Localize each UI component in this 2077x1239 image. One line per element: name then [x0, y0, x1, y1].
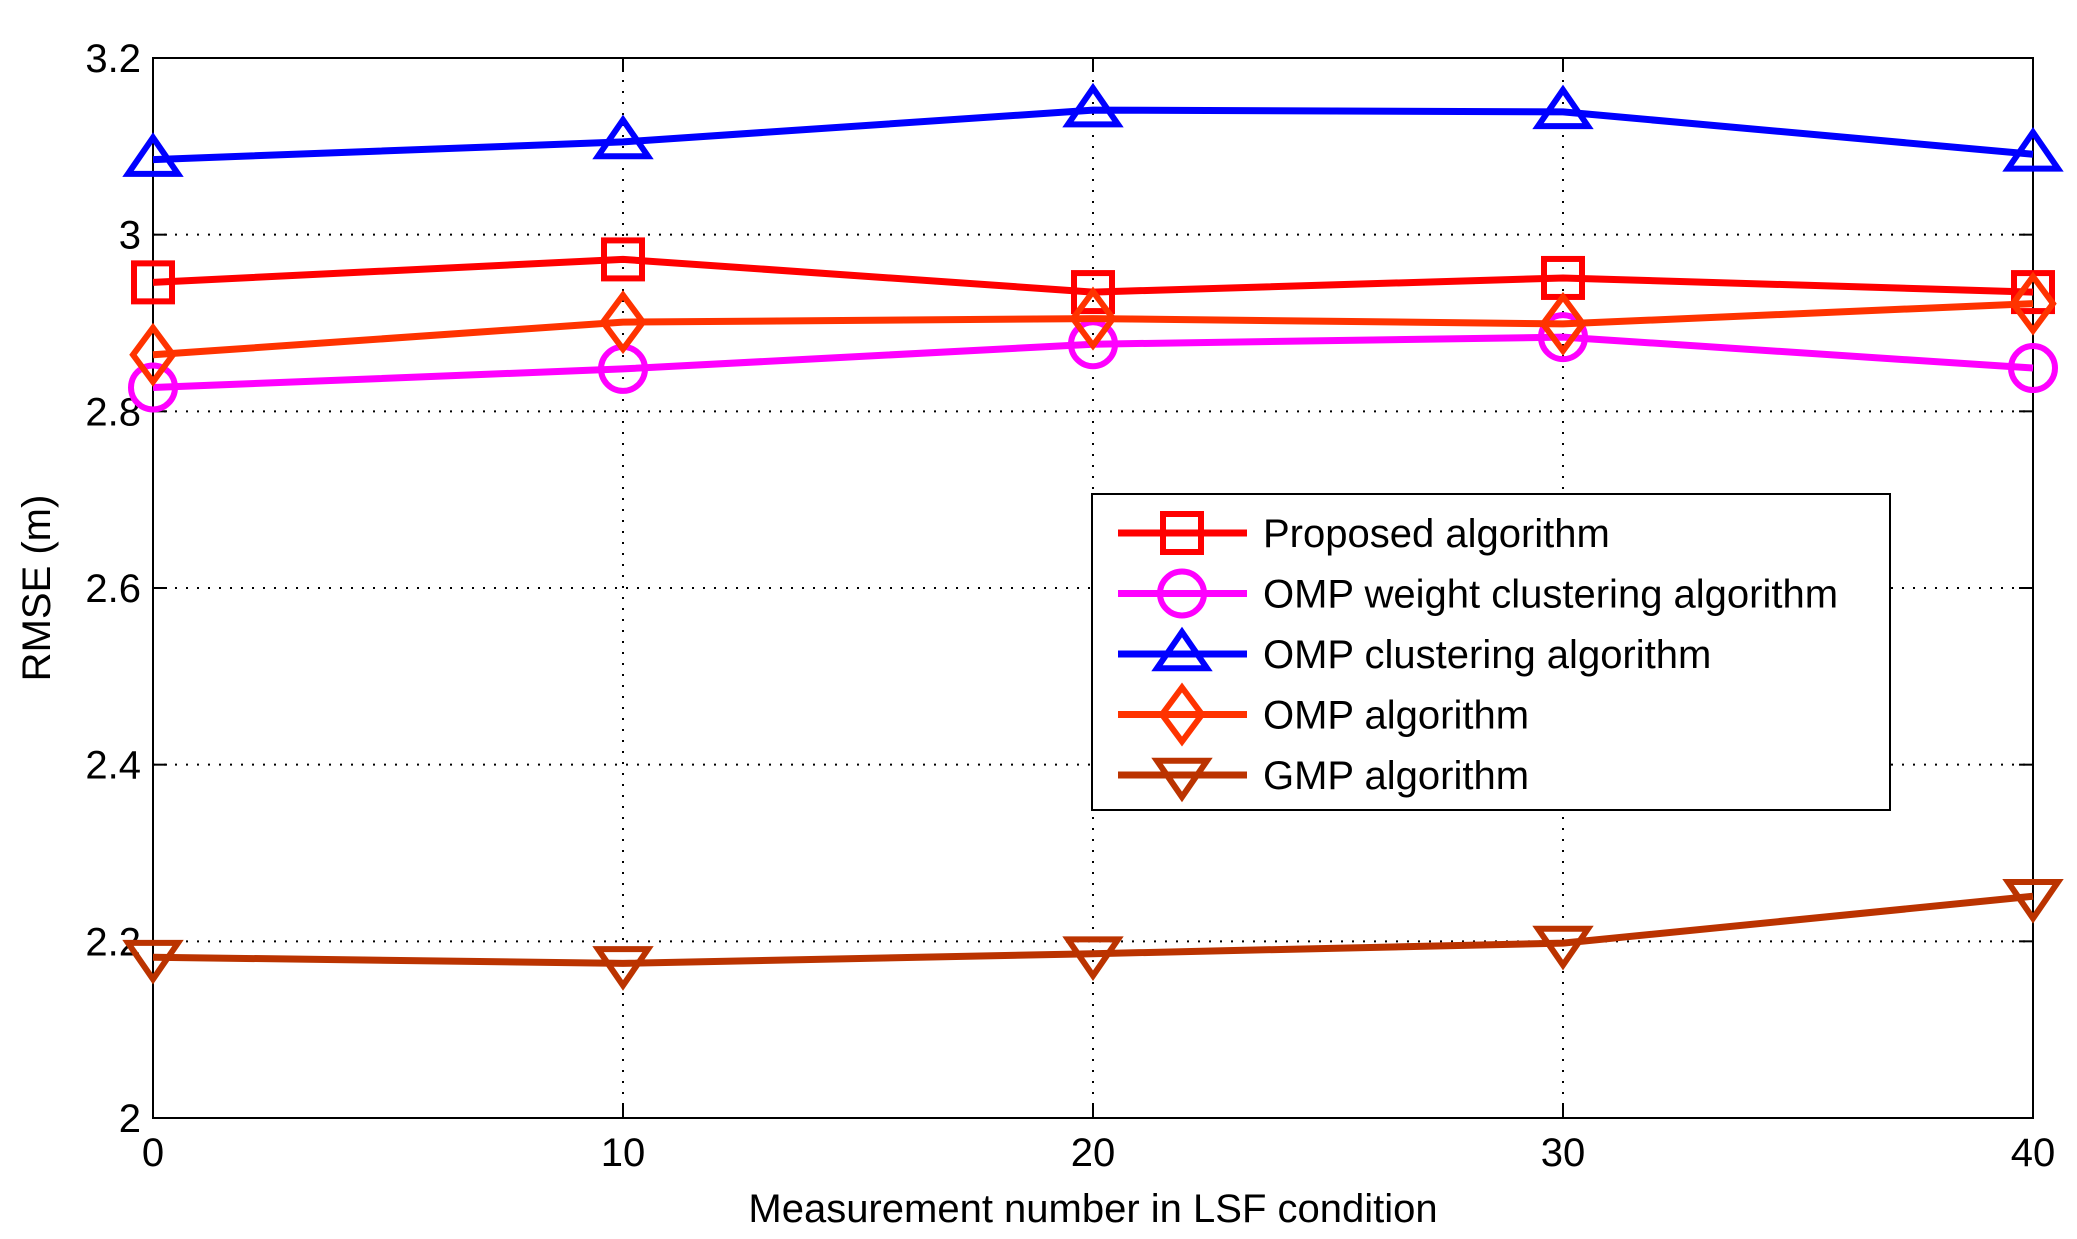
data-point — [592, 946, 654, 991]
y-tick-label: 3 — [119, 214, 141, 258]
legend-label: OMP algorithm — [1263, 694, 1529, 738]
data-point — [131, 260, 175, 305]
data-point — [1071, 270, 1115, 315]
x-tick-label: 40 — [2011, 1131, 2056, 1175]
series-layer — [122, 82, 2064, 991]
data-point — [2008, 343, 2058, 394]
legend-label: OMP weight clustering algorithm — [1263, 573, 1838, 617]
data-point — [1532, 925, 1594, 971]
series-3 — [129, 271, 2057, 387]
x-tick-label: 10 — [601, 1131, 646, 1175]
data-point — [122, 132, 184, 177]
x-tick-label: 30 — [1541, 1131, 1586, 1175]
legend-item: OMP algorithm — [1118, 682, 1529, 747]
data-point — [129, 322, 177, 387]
legend-label: Proposed algorithm — [1263, 512, 1610, 556]
data-point — [2009, 271, 2057, 336]
data-point — [2002, 126, 2064, 172]
legend-marker — [1157, 568, 1207, 619]
x-tick-label: 20 — [1071, 1131, 1116, 1175]
y-tick-label: 2.4 — [85, 744, 141, 788]
data-point — [592, 114, 654, 160]
legend-marker — [1158, 682, 1206, 747]
legend-label: OMP clustering algorithm — [1263, 633, 1711, 677]
data-point — [1068, 319, 1118, 370]
data-point — [122, 939, 184, 985]
legend-item: Proposed algorithm — [1118, 511, 1610, 556]
data-point — [128, 362, 178, 413]
y-tick-label: 3.2 — [85, 37, 141, 81]
data-point — [1539, 291, 1587, 356]
data-point — [1538, 312, 1588, 363]
series-line-4 — [152, 892, 2034, 967]
legend-item: OMP clustering algorithm — [1118, 626, 1711, 677]
y-tick-label: 2.6 — [85, 567, 141, 611]
data-point — [1062, 82, 1124, 128]
y-axis-label: RMSE (m) — [15, 495, 59, 682]
legend: Proposed algorithm OMP weight clustering … — [1091, 493, 1891, 811]
legend-item: GMP algorithm — [1118, 754, 1529, 803]
legend-item: OMP weight clustering algorithm — [1118, 568, 1838, 619]
y-tick-label: 2 — [119, 1097, 141, 1141]
legend-marker — [1160, 511, 1204, 555]
series-line-2 — [152, 106, 2034, 164]
data-point — [599, 290, 647, 355]
data-point — [2002, 878, 2064, 924]
series-4 — [122, 878, 2064, 991]
legend-label: GMP algorithm — [1263, 754, 1529, 798]
data-point — [601, 237, 645, 282]
data-point — [1062, 936, 1124, 981]
x-axis-label: Measurement number in LSF condition — [748, 1187, 1437, 1231]
legend-marker — [1151, 757, 1213, 803]
legend-marker — [1151, 626, 1213, 672]
x-tick-label: 0 — [142, 1131, 164, 1175]
series-line-3 — [152, 300, 2034, 359]
data-point — [1069, 286, 1117, 351]
data-point — [1532, 84, 1594, 130]
series-2 — [122, 82, 2064, 177]
